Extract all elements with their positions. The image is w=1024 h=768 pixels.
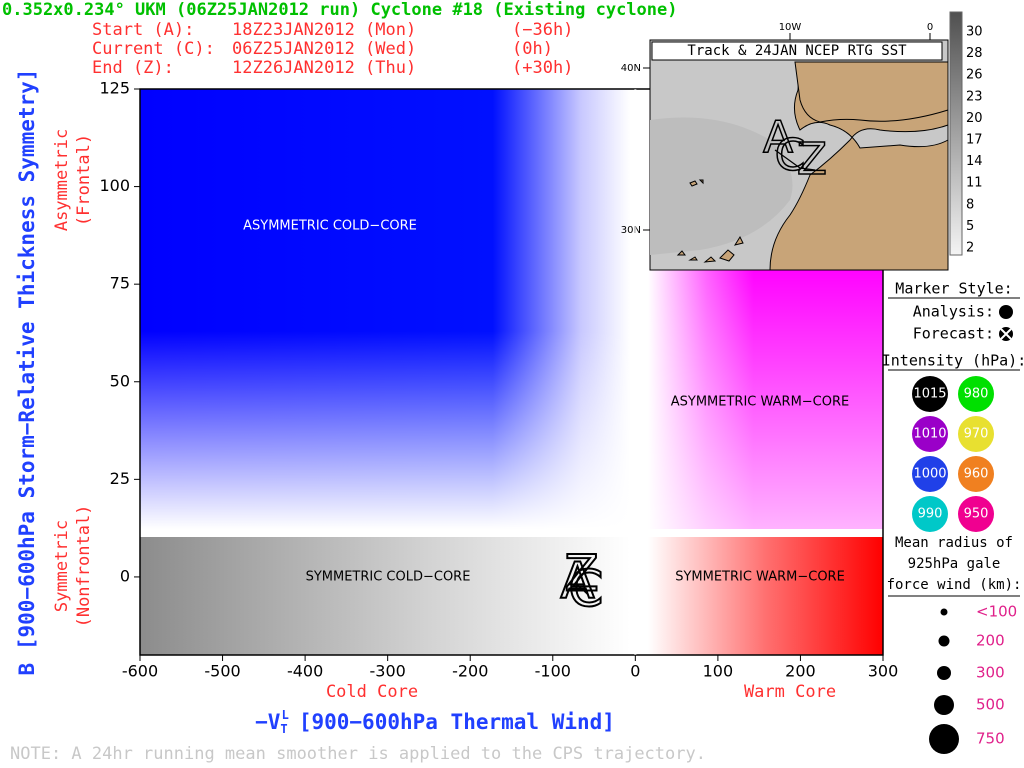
x-tick-label: -300 <box>370 662 406 681</box>
lon-label: 10W <box>779 22 802 33</box>
lat-label: 40N <box>621 63 641 74</box>
y-tick-label: 125 <box>99 79 130 98</box>
intensity-swatch <box>958 416 994 452</box>
time-info: 12Z26JAN2012 (Thu) <box>232 58 416 78</box>
time-info: (−36h) <box>512 20 573 40</box>
y-tick-label: 75 <box>110 274 130 293</box>
x-tick-label: 0 <box>630 662 640 681</box>
track-point: C <box>568 560 603 618</box>
intensity-label: 1010 <box>913 427 946 442</box>
lon-label: 0 <box>927 22 933 33</box>
intensity-label: 1015 <box>913 387 946 402</box>
quadrant-label: ASYMMETRIC WARM−CORE <box>671 395 849 410</box>
track-point: Z <box>565 544 599 602</box>
legend-item: Forecast: <box>913 325 994 343</box>
legend-title: force wind (km): <box>887 577 1022 593</box>
x-tick-label: -400 <box>287 662 323 681</box>
colorbar-label: 20 <box>966 111 983 126</box>
y-side-label: Symmetric <box>52 520 72 612</box>
x-tick-label: -100 <box>535 662 571 681</box>
y-side-label: (Frontal) <box>74 134 94 226</box>
radius-label: 750 <box>976 730 1005 748</box>
intensity-label: 950 <box>964 507 989 522</box>
y-axis-label: B [900−600hPa Storm−Relative Thickness S… <box>15 69 39 676</box>
map-track-label: A <box>763 112 793 163</box>
x-tick-label: -500 <box>204 662 240 681</box>
legend-item: Analysis: <box>913 303 994 321</box>
y-tick-label: 50 <box>110 371 130 390</box>
x-axis-label: −VTL [900−600hPa Thermal Wind] <box>255 708 615 736</box>
x-tick-label: -600 <box>122 662 158 681</box>
intensity-swatch <box>912 496 948 532</box>
legend-title: Mean radius of <box>895 535 1013 551</box>
legend-title: 925hPa gale <box>908 556 1001 572</box>
x-axis-label-part: −V <box>255 710 281 734</box>
intensity-swatch <box>912 376 948 412</box>
radius-label: 500 <box>976 696 1005 714</box>
intensity-swatch <box>912 456 948 492</box>
intensity-label: 980 <box>964 387 989 402</box>
quadrant-label: ASYMMETRIC COLD−CORE <box>243 219 417 234</box>
colorbar-label: 26 <box>966 68 983 83</box>
legend-frame <box>888 297 1020 754</box>
colorbar-label: 23 <box>966 89 983 104</box>
colorbar-label: 30 <box>966 25 983 40</box>
colorbar-label: 17 <box>966 133 983 148</box>
y-tick-label: 0 <box>120 566 130 585</box>
y-tick-label: 100 <box>99 176 130 195</box>
track-point: A <box>560 552 594 610</box>
time-info: 06Z25JAN2012 (Wed) <box>232 39 416 59</box>
x-tick-label: -200 <box>452 662 488 681</box>
intensity-swatch <box>958 496 994 532</box>
intensity-label: 990 <box>918 507 943 522</box>
plot-frame <box>139 88 884 656</box>
legend-title: Intensity (hPa): <box>882 352 1024 370</box>
time-info: (0h) <box>512 39 553 59</box>
x-tick-label: 200 <box>785 662 816 681</box>
x-tick-label: 100 <box>703 662 734 681</box>
inset-title: Track & 24JAN NCEP RTG SST <box>687 43 907 59</box>
quadrant-label: SYMMETRIC WARM−CORE <box>675 570 845 585</box>
colorbar-label: 2 <box>966 241 974 256</box>
y-side-label: (Nonfrontal) <box>74 505 94 628</box>
intensity-label: 970 <box>964 427 989 442</box>
colorbar-label: 14 <box>966 154 983 169</box>
chart-title: 0.352x0.234° UKM (06Z25JAN2012 run) Cycl… <box>2 0 678 20</box>
y-side-label: Asymmetric <box>52 129 72 231</box>
time-info: Current (C): <box>92 39 215 59</box>
note: NOTE: A 24hr running mean smoother is ap… <box>10 744 706 764</box>
x-axis-label-part: [900−600hPa Thermal Wind] <box>299 710 615 734</box>
colorbar-label: 28 <box>966 46 983 61</box>
intensity-swatch <box>912 416 948 452</box>
time-info: Start (A): <box>92 20 194 40</box>
time-info: 18Z23JAN2012 (Mon) <box>232 20 416 40</box>
intensity-label: 960 <box>964 467 989 482</box>
intensity-label: 1000 <box>913 467 946 482</box>
time-info: End (Z): <box>92 58 174 78</box>
colorbar-label: 5 <box>966 219 974 234</box>
x-tick-label: 300 <box>868 662 899 681</box>
radius-label: 300 <box>976 664 1005 682</box>
radius-label: 200 <box>976 632 1005 650</box>
y-tick-label: 25 <box>110 469 130 488</box>
map-track-label: Z <box>797 134 827 185</box>
map-track-label: C <box>775 130 806 181</box>
radius-label: <100 <box>976 603 1017 621</box>
x-side-label: Cold Core <box>326 682 418 702</box>
colorbar-label: 11 <box>966 176 983 191</box>
intensity-swatch <box>958 376 994 412</box>
intensity-swatch <box>958 456 994 492</box>
time-info: (+30h) <box>512 58 573 78</box>
colorbar-label: 8 <box>966 197 974 212</box>
x-side-label: Warm Core <box>744 682 836 702</box>
x-axis-label-part: L <box>282 708 289 722</box>
quadrant-label: SYMMETRIC COLD−CORE <box>306 570 471 585</box>
track-line <box>577 576 588 595</box>
lat-label: 30N <box>621 225 641 236</box>
legend-title: Marker Style: <box>895 280 1012 298</box>
x-axis-label-part: T <box>280 722 287 736</box>
